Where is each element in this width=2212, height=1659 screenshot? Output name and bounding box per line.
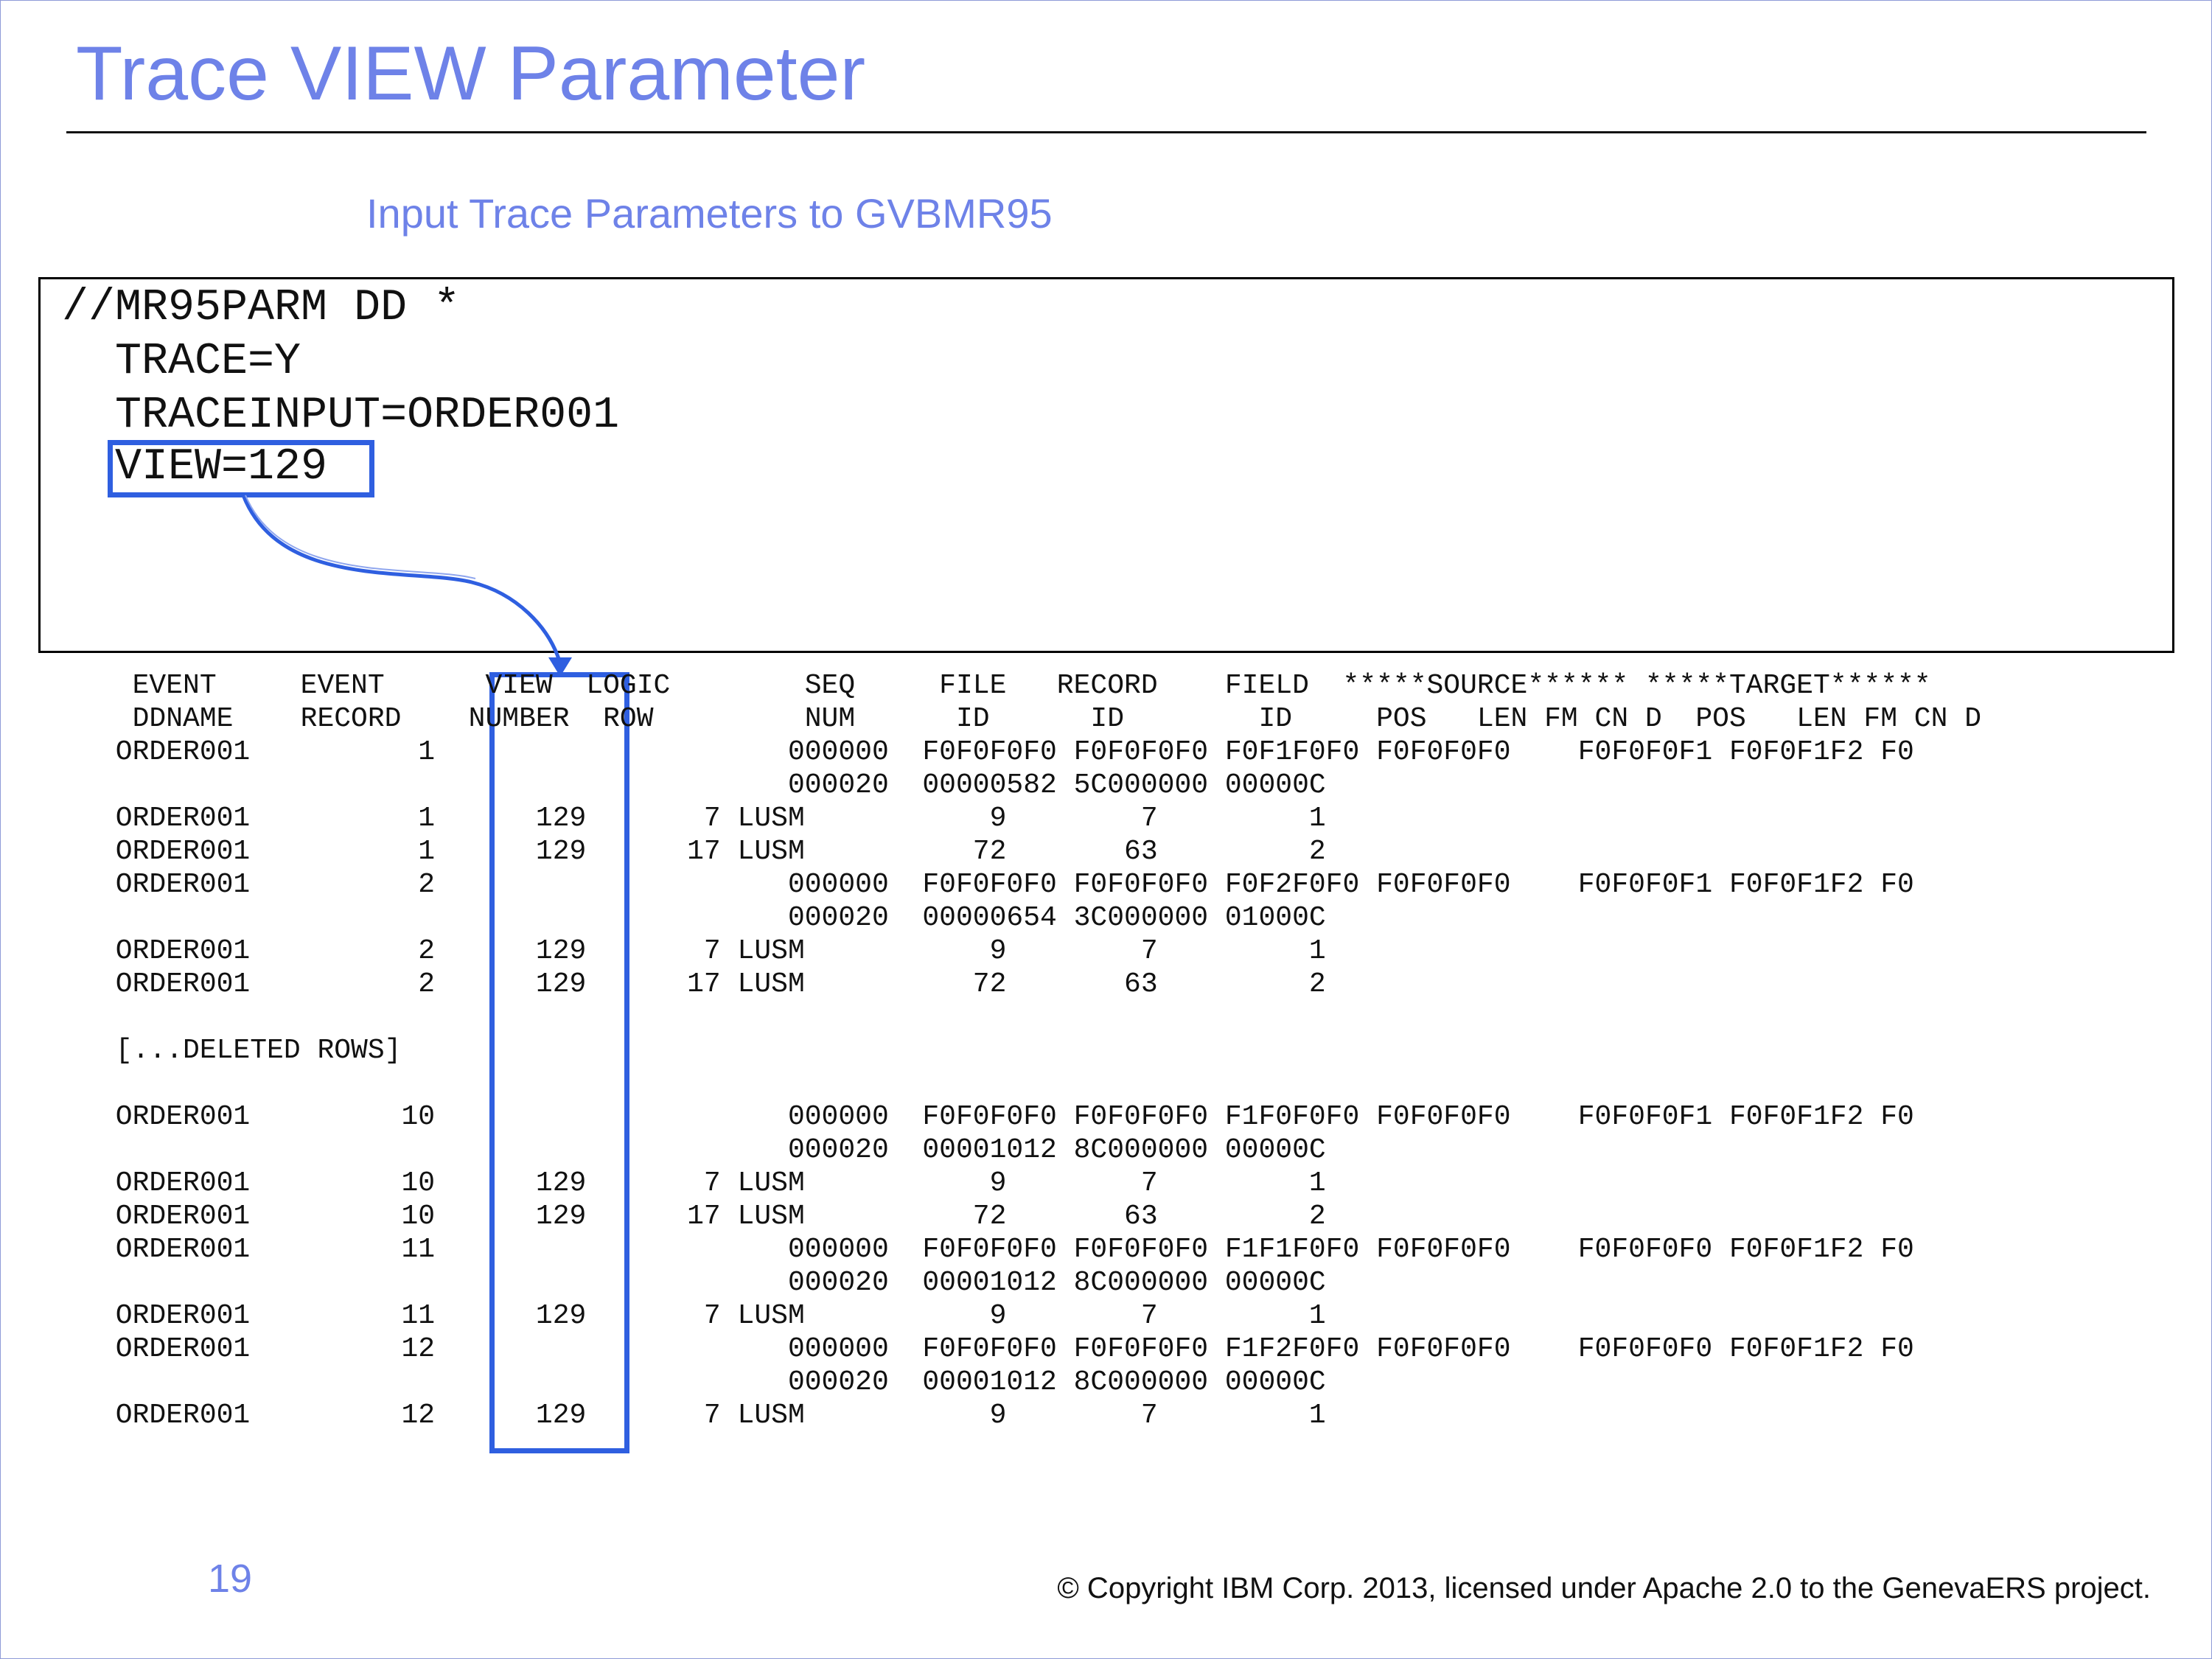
trace-line: ORDER001 11 129 7 LUSM 9 7 1 xyxy=(99,1300,1326,1332)
trace-line: ORDER001 10 129 17 LUSM 72 63 2 xyxy=(99,1201,1326,1232)
parm-line-view: VIEW=129 xyxy=(62,442,328,492)
trace-line: [...DELETED ROWS] xyxy=(99,1035,402,1066)
trace-line: ORDER001 2 129 17 LUSM 72 63 2 xyxy=(99,968,1326,1000)
trace-line: EVENT EVENT VIEW LOGIC SEQ FILE RECORD F… xyxy=(99,670,1931,702)
trace-line: ORDER001 10 129 7 LUSM 9 7 1 xyxy=(99,1167,1326,1199)
parm-line-traceinput: TRACEINPUT=ORDER001 xyxy=(62,391,620,441)
trace-line: ORDER001 1 129 7 LUSM 9 7 1 xyxy=(99,803,1326,834)
trace-line: ORDER001 11 000000 F0F0F0F0 F0F0F0F0 F1F… xyxy=(99,1234,1914,1265)
trace-line: 000020 00001012 8C000000 00000C xyxy=(99,1134,1326,1166)
parameter-box xyxy=(38,277,2174,653)
trace-line: ORDER001 1 129 17 LUSM 72 63 2 xyxy=(99,836,1326,867)
view-parameter-highlight xyxy=(108,440,374,497)
trace-line: ORDER001 2 129 7 LUSM 9 7 1 xyxy=(99,935,1326,967)
view-number-column-highlight xyxy=(489,672,629,1453)
trace-line: 000020 00000582 5C000000 00000C xyxy=(99,769,1326,801)
trace-line: ORDER001 12 129 7 LUSM 9 7 1 xyxy=(99,1400,1326,1431)
title-divider xyxy=(66,131,2146,133)
page-number: 19 xyxy=(208,1557,253,1601)
slide-subtitle: Input Trace Parameters to GVBMR95 xyxy=(366,190,1053,237)
parm-line-dd: //MR95PARM DD * xyxy=(62,283,461,333)
trace-line: 000020 00000654 3C000000 01000C xyxy=(99,902,1326,934)
slide-title: Trace VIEW Parameter xyxy=(76,31,866,116)
trace-line: ORDER001 12 000000 F0F0F0F0 F0F0F0F0 F1F… xyxy=(99,1333,1914,1365)
trace-line: ORDER001 1 000000 F0F0F0F0 F0F0F0F0 F0F1… xyxy=(99,736,1914,768)
trace-line: 000020 00001012 8C000000 00000C xyxy=(99,1366,1326,1398)
trace-line: DDNAME RECORD NUMBER ROW NUM ID ID ID PO… xyxy=(99,703,1982,735)
trace-line: ORDER001 2 000000 F0F0F0F0 F0F0F0F0 F0F2… xyxy=(99,869,1914,901)
trace-line: ORDER001 10 000000 F0F0F0F0 F0F0F0F0 F1F… xyxy=(99,1101,1914,1133)
copyright-notice: © Copyright IBM Corp. 2013, licensed und… xyxy=(1057,1572,2151,1604)
parm-line-trace: TRACE=Y xyxy=(62,337,301,387)
trace-line: 000020 00001012 8C000000 00000C xyxy=(99,1267,1326,1299)
